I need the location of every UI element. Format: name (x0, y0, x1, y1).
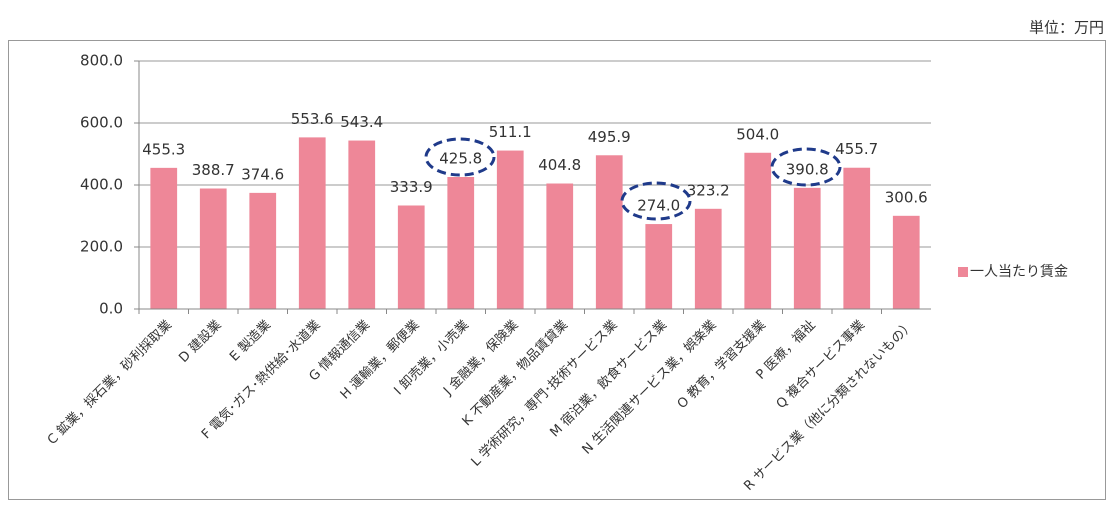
value-label: 553.6 (291, 110, 334, 128)
bar (496, 150, 524, 309)
value-label: 455.7 (835, 140, 878, 158)
value-label: 425.8 (439, 150, 482, 168)
highlight-circle (770, 147, 842, 187)
value-label: 404.8 (538, 156, 581, 174)
unit-label: 単位：万円 (1029, 19, 1104, 37)
x-tick-label: O 教育，学習支援業 (674, 317, 769, 412)
bar (892, 215, 920, 309)
x-tick-label: C 鉱業，採石業，砂利採取業 (44, 317, 175, 448)
bar (397, 205, 425, 309)
bar (150, 167, 178, 309)
bar (694, 208, 722, 309)
bar (348, 140, 376, 309)
value-label: 495.9 (588, 128, 631, 146)
highlight-circle (620, 181, 692, 221)
highlight-circle (424, 137, 496, 177)
bar (744, 152, 772, 309)
value-label: 323.2 (687, 181, 730, 199)
legend-label: 一人当たり賃金 (970, 264, 1068, 280)
y-tick-label: 800.0 (80, 52, 123, 70)
value-label: 390.8 (786, 160, 829, 178)
x-tick-label: E 製造業 (226, 317, 274, 365)
bar (793, 187, 821, 309)
bar (645, 224, 673, 309)
x-tick-label: D 建設業 (176, 317, 225, 366)
value-label: 388.7 (192, 161, 235, 179)
value-label: 504.0 (736, 125, 779, 143)
bar (843, 167, 871, 309)
value-label: 374.6 (241, 165, 284, 183)
bar (298, 137, 326, 309)
value-label: 333.9 (390, 178, 433, 196)
value-label: 511.1 (489, 123, 532, 141)
x-tick-label: R サービス業（他に分類されないもの） (741, 317, 918, 494)
value-label: 274.0 (637, 197, 680, 215)
bar (249, 192, 277, 309)
y-tick-label: 400.0 (80, 176, 123, 194)
y-tick-label: 0.0 (99, 300, 123, 318)
x-tick-label: Q 複合サービス事業 (773, 317, 868, 412)
chart-frame (8, 40, 1106, 500)
y-tick-label: 200.0 (80, 238, 123, 256)
value-label: 543.4 (340, 113, 383, 131)
value-label: 455.3 (142, 140, 185, 158)
legend-swatch (958, 267, 968, 277)
value-label: 300.6 (885, 188, 928, 206)
bar (199, 188, 227, 309)
bar (595, 155, 623, 309)
y-tick-label: 600.0 (80, 114, 123, 132)
bar (546, 183, 574, 309)
bar (447, 177, 475, 309)
